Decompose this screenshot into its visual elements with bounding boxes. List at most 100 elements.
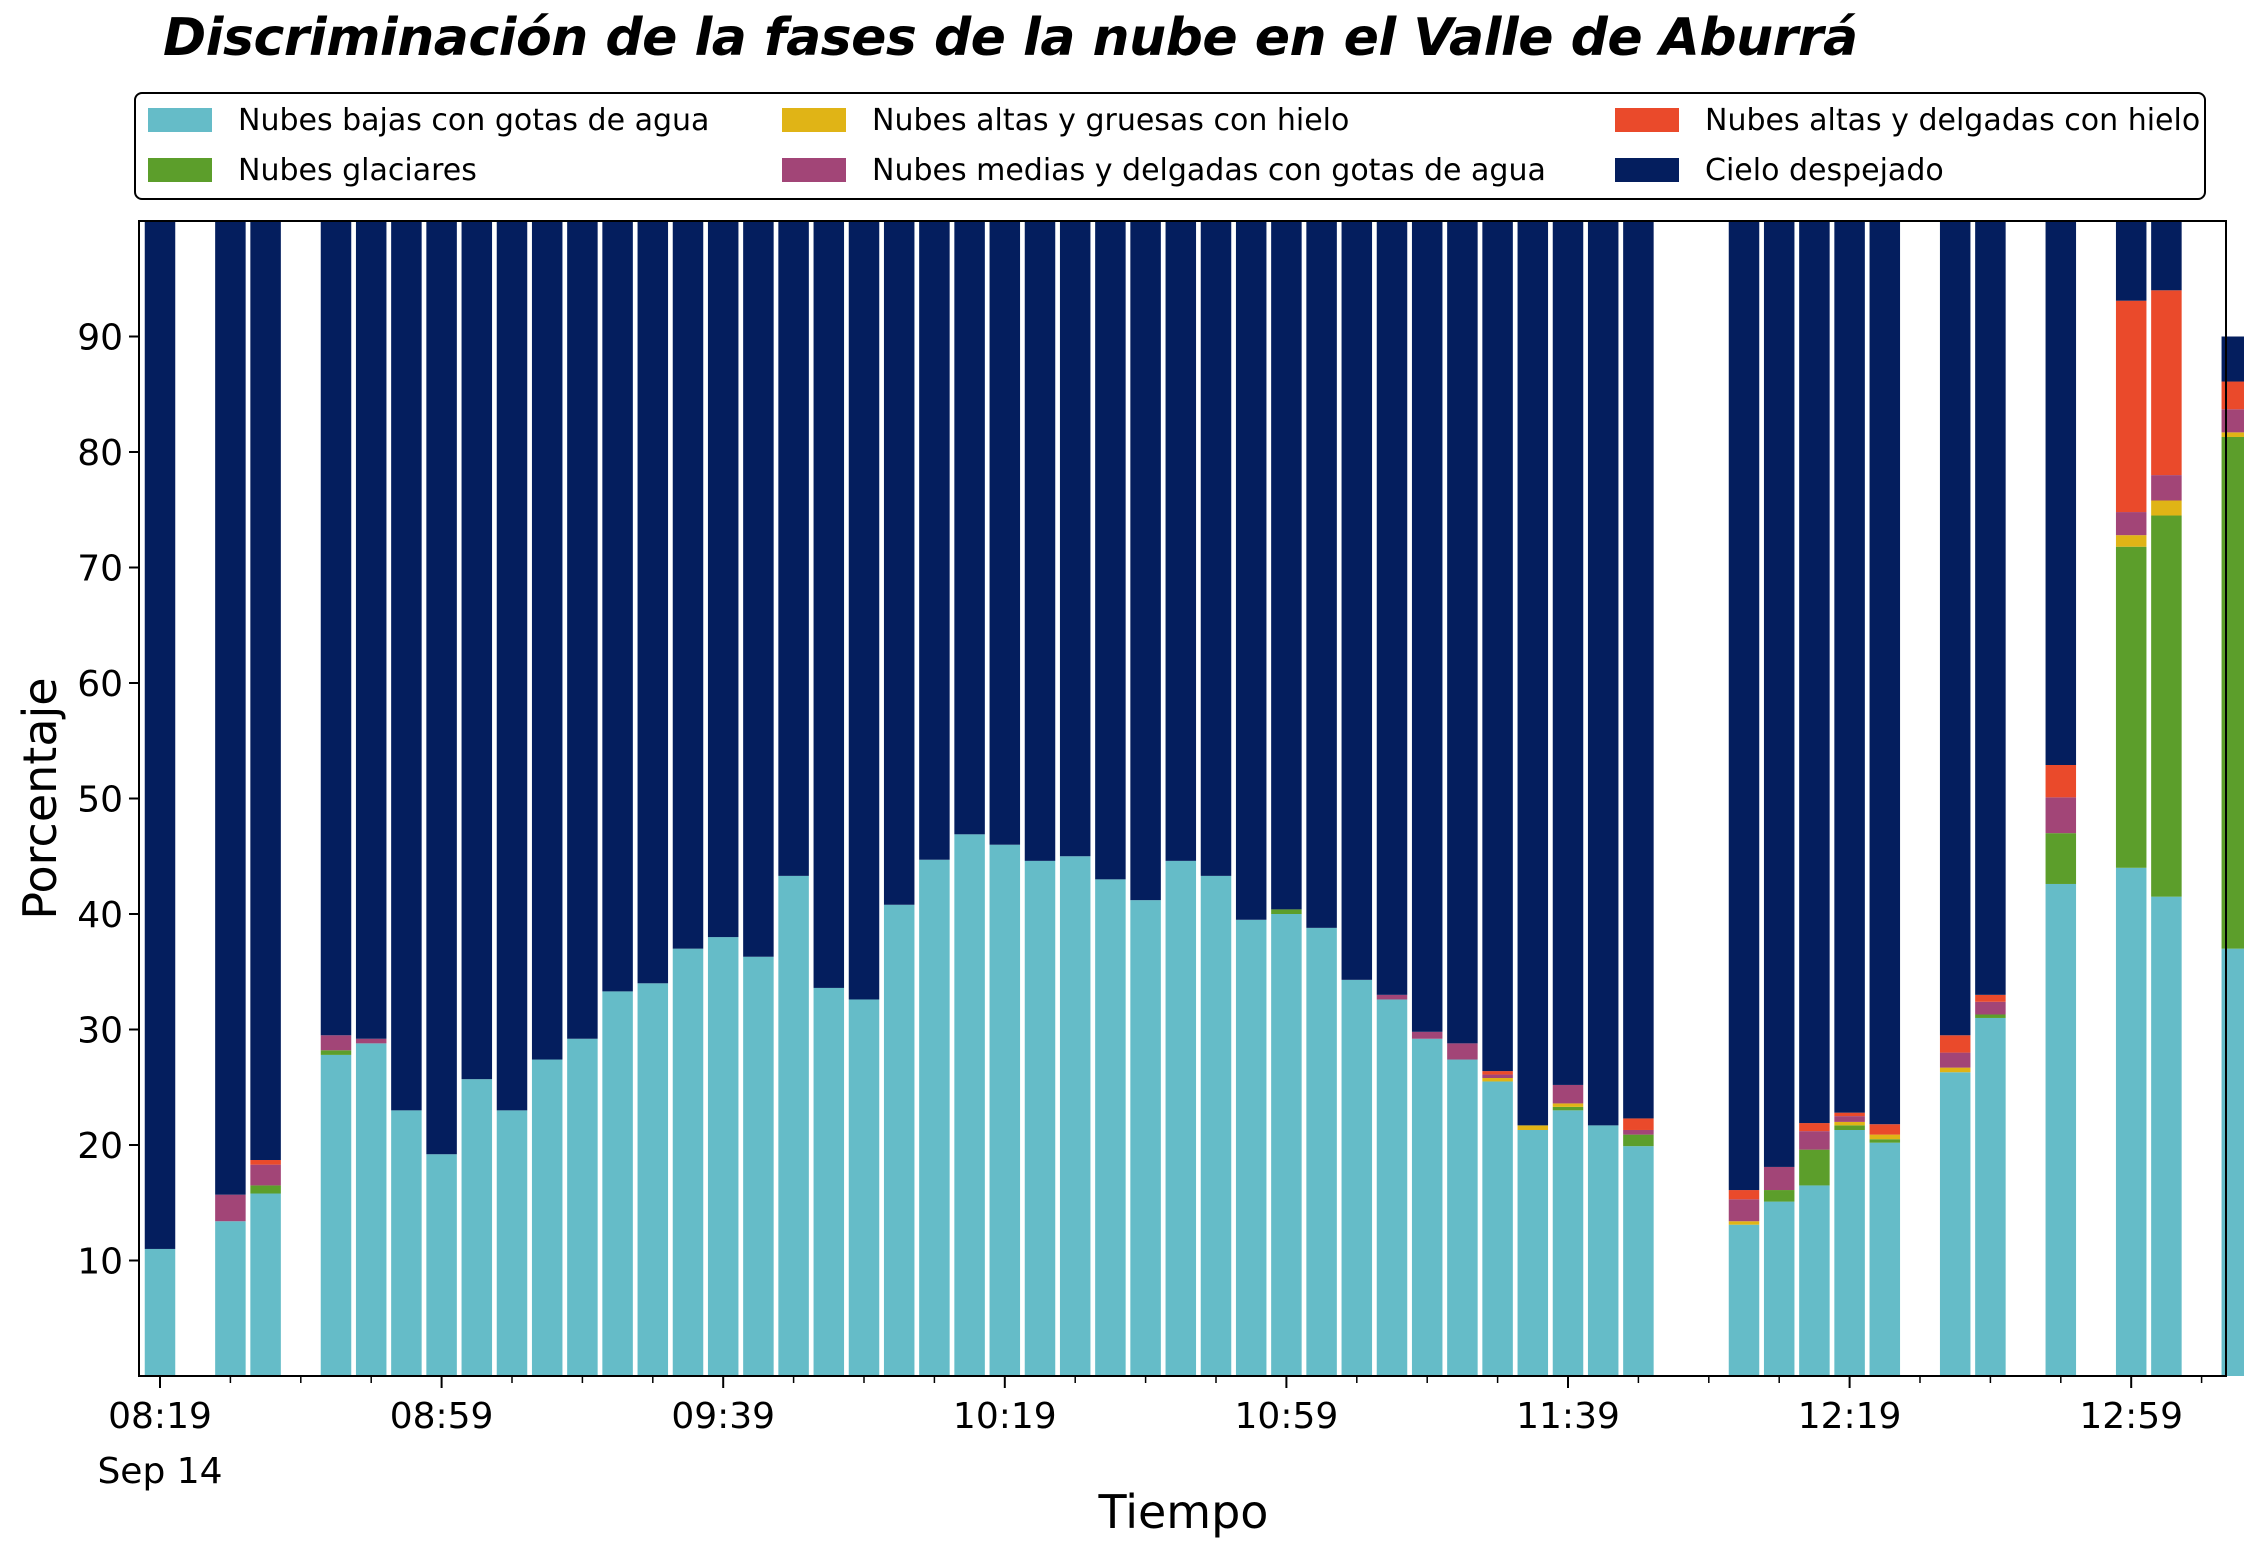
bar-segment-0919-s0 bbox=[567, 1038, 598, 1376]
legend-item-cielo-despejado: Cielo despejado bbox=[1615, 150, 1944, 190]
bar-segment-1224-s0 bbox=[1869, 1142, 1901, 1376]
bar-segment-1129-s3 bbox=[1482, 1074, 1513, 1079]
bar-segment-1314-s2 bbox=[2221, 432, 2244, 437]
bar-segment-1249-s5 bbox=[2045, 221, 2077, 765]
bar-segment-1259-s0 bbox=[2115, 867, 2147, 1376]
y-tick-label: 20 bbox=[77, 1126, 123, 1167]
bar-segment-0939-s5 bbox=[707, 221, 739, 938]
bar-segment-1029-s5 bbox=[1059, 221, 1091, 857]
bar-segment-0849-s3 bbox=[355, 1038, 387, 1044]
bar-segment-0819-s5 bbox=[144, 221, 176, 1249]
bar-segment-1119-s3 bbox=[1411, 1031, 1443, 1039]
bar-segment-1104-s5 bbox=[1306, 221, 1337, 928]
y-tick-label: 10 bbox=[77, 1242, 123, 1283]
bar-segment-1149-s1 bbox=[1623, 1134, 1654, 1147]
legend-item-nubes-altas-gruesas: Nubes altas y gruesas con hielo bbox=[782, 100, 1349, 140]
chart-legend: Nubes bajas con gotas de agua Nubes alta… bbox=[134, 92, 2206, 200]
x-tick-label: 08:59 bbox=[390, 1396, 494, 1437]
bar-segment-1129-s5 bbox=[1482, 221, 1513, 1072]
bar-segment-1249-s4 bbox=[2045, 765, 2077, 798]
bar-segment-1214-s0 bbox=[1799, 1185, 1830, 1376]
bar-segment-0819-s0 bbox=[144, 1248, 176, 1376]
bar-segment-1224-s4 bbox=[1869, 1124, 1901, 1135]
bar-segment-1049-s0 bbox=[1200, 875, 1232, 1376]
bar-segment-1029-s0 bbox=[1059, 856, 1091, 1376]
y-tick-label: 60 bbox=[77, 664, 123, 705]
bar-segment-1139-s5 bbox=[1552, 221, 1584, 1085]
bar-segment-1239-s1 bbox=[1975, 1014, 2006, 1018]
legend-swatch-nubes-glaciares bbox=[148, 158, 212, 182]
bar-segment-0914-s0 bbox=[531, 1059, 563, 1376]
x-tick-label: 11:39 bbox=[1516, 1396, 1620, 1437]
bar-segment-1304-s3 bbox=[2151, 475, 2182, 501]
bar-segment-1259-s5 bbox=[2115, 221, 2147, 301]
x-tick-label: 12:59 bbox=[2079, 1396, 2183, 1437]
bar-segment-1014-s0 bbox=[954, 834, 985, 1376]
bar-segment-1144-s5 bbox=[1587, 221, 1619, 1126]
bar-segment-1149-s0 bbox=[1623, 1146, 1654, 1376]
bar-segment-1219-s0 bbox=[1834, 1129, 1865, 1376]
bar-segment-1224-s5 bbox=[1869, 221, 1901, 1125]
legend-swatch-cielo-despejado bbox=[1615, 158, 1679, 182]
bar-segment-1044-s5 bbox=[1165, 221, 1197, 861]
bar-segment-1234-s4 bbox=[1939, 1035, 1971, 1053]
bar-segment-0844-s5 bbox=[320, 221, 352, 1036]
legend-swatch-nubes-altas-gruesas bbox=[782, 108, 846, 132]
bar-segment-1219-s3 bbox=[1834, 1116, 1865, 1122]
bar-segment-1209-s3 bbox=[1763, 1166, 1795, 1191]
bar-segment-0939-s0 bbox=[707, 937, 739, 1376]
bar-segment-1039-s5 bbox=[1130, 221, 1161, 901]
bar-segment-1304-s5 bbox=[2151, 221, 2182, 291]
bar-segment-1214-s4 bbox=[1799, 1123, 1830, 1132]
bar-segment-1009-s5 bbox=[919, 221, 950, 860]
bar-segment-1259-s1 bbox=[2115, 546, 2147, 868]
bar-segment-0954-s5 bbox=[813, 221, 845, 988]
bar-segment-0944-s0 bbox=[743, 956, 774, 1376]
bar-segment-1044-s0 bbox=[1165, 860, 1197, 1376]
bar-segment-1214-s5 bbox=[1799, 221, 1830, 1124]
bar-segment-0924-s5 bbox=[602, 221, 633, 992]
bar-segment-1119-s5 bbox=[1411, 221, 1443, 1032]
bar-segment-0834-s1 bbox=[250, 1185, 281, 1194]
bar-segment-1114-s5 bbox=[1376, 221, 1408, 995]
bar-segment-1234-s2 bbox=[1939, 1067, 1971, 1073]
legend-item-nubes-medias: Nubes medias y delgadas con gotas de agu… bbox=[782, 150, 1546, 190]
bar-segment-1219-s4 bbox=[1834, 1112, 1865, 1117]
bar-segment-0959-s0 bbox=[848, 999, 880, 1376]
bar-segment-1304-s0 bbox=[2151, 896, 2182, 1376]
bar-segment-1204-s3 bbox=[1728, 1199, 1760, 1222]
legend-label-nubes-altas-delgadas: Nubes altas y delgadas con hielo bbox=[1705, 102, 2201, 138]
legend-label-nubes-altas-gruesas: Nubes altas y gruesas con hielo bbox=[872, 102, 1350, 138]
bar-segment-1219-s1 bbox=[1834, 1125, 1865, 1130]
bar-segment-0829-s0 bbox=[215, 1221, 246, 1376]
bar-stacks bbox=[144, 221, 2244, 1376]
bar-segment-1239-s5 bbox=[1975, 221, 2006, 995]
bar-segment-1249-s1 bbox=[2045, 833, 2077, 884]
bar-segment-0859-s0 bbox=[426, 1154, 457, 1376]
bar-segment-1034-s5 bbox=[1095, 221, 1126, 880]
bar-segment-0909-s5 bbox=[496, 221, 528, 1111]
bar-segment-1219-s2 bbox=[1834, 1121, 1865, 1126]
bar-segment-1314-s1 bbox=[2221, 436, 2244, 949]
bar-segment-1054-s5 bbox=[1235, 221, 1267, 920]
bar-segment-1149-s5 bbox=[1623, 221, 1654, 1119]
bar-segment-0944-s5 bbox=[743, 221, 774, 957]
bar-segment-1144-s0 bbox=[1587, 1125, 1619, 1376]
y-tick-label: 40 bbox=[77, 895, 123, 936]
bar-segment-1139-s3 bbox=[1552, 1084, 1584, 1104]
bar-segment-1024-s5 bbox=[1024, 221, 1056, 861]
bar-segment-0909-s0 bbox=[496, 1110, 528, 1376]
bar-segment-1209-s0 bbox=[1763, 1201, 1795, 1376]
bar-segment-1234-s0 bbox=[1939, 1072, 1971, 1376]
bar-segment-1304-s1 bbox=[2151, 515, 2182, 897]
bar-segment-1234-s5 bbox=[1939, 221, 1971, 1036]
bar-segment-0954-s0 bbox=[813, 987, 845, 1376]
bar-segment-1054-s0 bbox=[1235, 919, 1267, 1376]
bar-segment-0834-s4 bbox=[250, 1160, 281, 1165]
bar-segment-1214-s1 bbox=[1799, 1149, 1830, 1186]
bar-segment-1204-s4 bbox=[1728, 1190, 1760, 1200]
x-tick-label: 12:19 bbox=[1798, 1396, 1902, 1437]
legend-item-nubes-glaciares: Nubes glaciares bbox=[148, 150, 477, 190]
bar-segment-1124-s3 bbox=[1447, 1043, 1478, 1060]
